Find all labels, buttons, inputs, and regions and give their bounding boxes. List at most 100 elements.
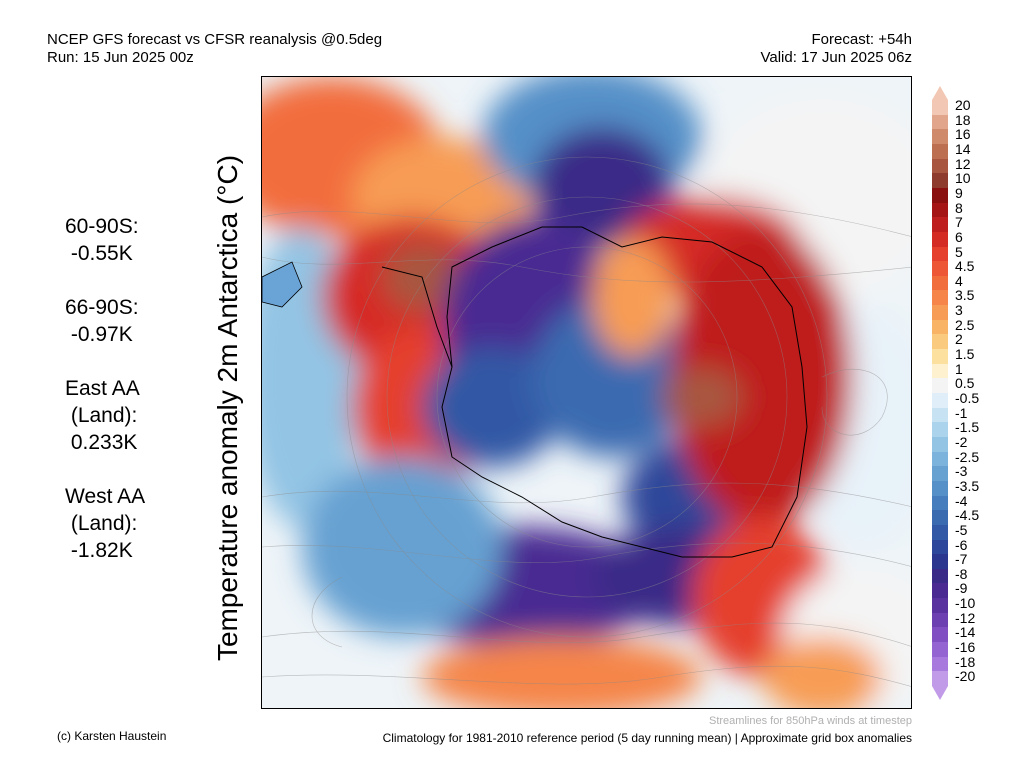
colorbar-swatch [932, 129, 948, 145]
colorbar-swatch [932, 466, 948, 482]
colorbar-swatch [932, 671, 948, 687]
colorbar-swatch [932, 422, 948, 438]
colorbar-tick-label: 10 [955, 170, 971, 187]
colorbar-swatch [932, 612, 948, 628]
colorbar-tick-label: 3 [955, 302, 963, 319]
colorbar-tick-label: 2 [955, 331, 963, 348]
colorbar-tick-label: -3.5 [955, 477, 980, 494]
colorbar-tick-label: 20 [955, 97, 971, 113]
colorbar-tick-label: -20 [955, 668, 976, 685]
colorbar-swatch [932, 187, 948, 204]
colorbar-swatch [932, 158, 948, 174]
colorbar-tick-label: 6 [955, 228, 963, 245]
colorbar-tick-label: -5 [955, 521, 968, 538]
colorbar-swatch [932, 656, 948, 672]
colorbar-swatch [932, 627, 948, 643]
anomaly-field [262, 77, 911, 708]
colorbar-tick-label: -1 [955, 404, 968, 421]
colorbar-tick-label: -0.5 [955, 390, 980, 406]
colorbar-tick-label: -1.5 [955, 419, 980, 436]
colorbar-tick-label: 16 [955, 126, 971, 143]
header-right: Forecast: +54h Valid: 17 Jun 2025 06z [760, 31, 912, 67]
colorbar-min-arrow [932, 686, 948, 700]
streamline-note: Streamlines for 850hPa winds at timestep [709, 715, 912, 727]
run-time: Run: 15 Jun 2025 00z [47, 49, 194, 66]
colorbar-swatch [932, 436, 948, 453]
colorbar-swatch [932, 290, 948, 306]
colorbar-swatch [932, 305, 948, 321]
colorbar-tick-label: 12 [955, 155, 971, 172]
colorbar-tick-label: -2 [955, 433, 968, 450]
antarctica-coastline [441, 226, 808, 558]
colorbar-swatch [932, 217, 948, 233]
colorbar-tick-label: -12 [955, 609, 976, 626]
colorbar-swatch [932, 480, 948, 497]
colorbar-swatch [932, 393, 948, 409]
colorbar-swatch [932, 524, 948, 540]
colorbar-tick-label: -18 [955, 653, 976, 670]
colorbar-swatch [932, 114, 948, 130]
colorbar-swatch [932, 363, 948, 379]
colorbar-swatch [932, 510, 948, 526]
colorbar-swatch [932, 539, 948, 555]
forecast-hour: Forecast: +54h [811, 31, 912, 48]
colorbar-tick-label: -4 [955, 492, 968, 509]
colorbar-tick-label: -14 [955, 624, 976, 641]
colorbar-max-arrow [932, 86, 948, 100]
colorbar-tick-label: 3.5 [955, 287, 975, 304]
south-america-tip [262, 261, 303, 308]
colorbar-swatch [932, 554, 948, 570]
colorbar-tick-label: 9 [955, 184, 963, 201]
colorbar-swatch [932, 568, 948, 584]
colorbar-swatch [932, 495, 948, 511]
colorbar-swatch [932, 231, 948, 247]
colorbar-tick-label: 8 [955, 199, 963, 216]
colorbar-swatch [932, 261, 948, 277]
colorbar-swatch [932, 334, 948, 350]
colorbar-swatch [932, 246, 948, 262]
stat-60-90s: 60-90S: -0.55K [65, 215, 139, 265]
colorbar-tick-label: -7 [955, 551, 968, 568]
colorbar-tick-label: -16 [955, 639, 976, 656]
climatology-note: Climatology for 1981-2010 reference peri… [382, 731, 912, 745]
colorbar-swatch [932, 451, 948, 467]
colorbar-swatch [932, 642, 948, 658]
colorbar-swatch [932, 143, 948, 160]
colorbar-tick-label: 5 [955, 243, 963, 260]
colorbar-tick-label: -3 [955, 463, 968, 480]
anomaly-map-svg [262, 77, 911, 708]
region-stats: 60-90S: -0.55K 66-90S: -0.97K East AA (L… [65, 213, 145, 591]
streamlines [262, 156, 911, 687]
colorbar-tick-label: 4.5 [955, 258, 975, 275]
header-left: NCEP GFS forecast vs CFSR reanalysis @0.… [47, 31, 382, 67]
colorbar-swatch [932, 319, 948, 335]
colorbar-tick-label: 0.5 [955, 375, 975, 392]
colorbar-swatch [932, 349, 948, 365]
colorbar-tick-label: -9 [955, 580, 968, 597]
axis-label: Temperature anomaly 2m Antarctica (°C) [212, 154, 243, 662]
credit: (c) Karsten Haustein [57, 729, 167, 743]
colorbar-tick-label: 1.5 [955, 346, 975, 363]
chart-title: NCEP GFS forecast vs CFSR reanalysis @0.… [47, 31, 383, 48]
stat-66-90s: 66-90S: -0.97K [65, 296, 139, 346]
colorbar-swatch [932, 598, 948, 614]
colorbar-swatch [932, 378, 948, 394]
colorbar-tick-label: -8 [955, 565, 968, 582]
valid-time: Valid: 17 Jun 2025 06z [760, 49, 912, 66]
colorbar-swatch [932, 407, 948, 423]
colorbar-swatch [932, 173, 948, 189]
colorbar-tick-label: -2.5 [955, 448, 980, 465]
colorbar-tick-label: 4 [955, 272, 963, 289]
anomaly-map [261, 76, 912, 709]
colorbar-tick-label: -4.5 [955, 507, 980, 524]
colorbar-tick-label: 7 [955, 214, 963, 231]
colorbar-tick-label: 1 [955, 360, 963, 377]
colorbar-tick-label: 2.5 [955, 316, 975, 333]
colorbar-swatch [932, 275, 948, 291]
colorbar-swatch [932, 202, 948, 218]
colorbar-tick-label: -10 [955, 595, 976, 612]
colorbar-swatch [932, 100, 948, 116]
stat-east-aa: East AA (Land): 0.233K [65, 377, 140, 454]
colorbar-tick-label: -6 [955, 536, 968, 553]
colorbar-tick-label: 18 [955, 111, 971, 128]
